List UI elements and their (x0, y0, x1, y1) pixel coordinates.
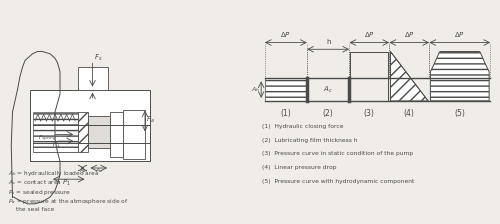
Text: (2)  Lubricating film thickness h: (2) Lubricating film thickness h (262, 138, 358, 142)
Bar (122, 110, 145, 159)
Text: (3)  Pressure curve in static condition of the pump: (3) Pressure curve in static condition o… (262, 151, 414, 156)
Text: (5): (5) (454, 110, 465, 118)
Text: $A_c$: $A_c$ (95, 166, 104, 175)
Text: the seal face: the seal face (16, 207, 54, 211)
Bar (88, 116, 110, 148)
Text: $\Delta P$: $\Delta P$ (280, 30, 291, 39)
Polygon shape (390, 52, 428, 101)
Text: $\Delta P$: $\Delta P$ (364, 30, 375, 39)
Text: $P_a$: $P_a$ (146, 115, 155, 125)
Text: $P_1$: $P_1$ (62, 178, 72, 188)
Text: $P_1$: $P_1$ (52, 140, 62, 150)
Bar (78, 67, 108, 90)
Text: $\Delta P$: $\Delta P$ (454, 30, 465, 39)
Text: $P_s$ = sealed pressure: $P_s$ = sealed pressure (8, 187, 70, 196)
Bar (110, 112, 122, 157)
Text: (5)  Pressure curve with hydrodynamic component: (5) Pressure curve with hydrodynamic com… (262, 179, 414, 184)
Bar (30, 90, 150, 161)
Text: $P_a$ = pressure at the atmosphere side of: $P_a$ = pressure at the atmosphere side … (8, 197, 128, 206)
Text: h: h (326, 39, 330, 45)
Text: $A_h$ = hydraulically loaded area: $A_h$ = hydraulically loaded area (8, 169, 99, 178)
Text: (4)  Linear pressure drop: (4) Linear pressure drop (262, 165, 337, 170)
Text: $F_s$: $F_s$ (94, 52, 102, 62)
Bar (78, 112, 88, 152)
Text: (1): (1) (280, 110, 291, 118)
Bar (264, 78, 307, 101)
Text: $\Delta P$: $\Delta P$ (404, 30, 414, 39)
Text: (3): (3) (364, 110, 374, 118)
Text: $A_h$: $A_h$ (252, 85, 260, 94)
Bar (32, 112, 78, 152)
Text: (4): (4) (404, 110, 414, 118)
Polygon shape (430, 52, 489, 101)
Text: $A_h$: $A_h$ (79, 166, 88, 175)
Text: $A_c$ = contact area: $A_c$ = contact area (8, 178, 62, 187)
Text: (2): (2) (323, 110, 334, 118)
Text: (1)  Hydraulic closing force: (1) Hydraulic closing force (262, 124, 344, 129)
Text: $A_c$: $A_c$ (324, 84, 333, 95)
Text: $F_{spring}$: $F_{spring}$ (38, 134, 56, 144)
